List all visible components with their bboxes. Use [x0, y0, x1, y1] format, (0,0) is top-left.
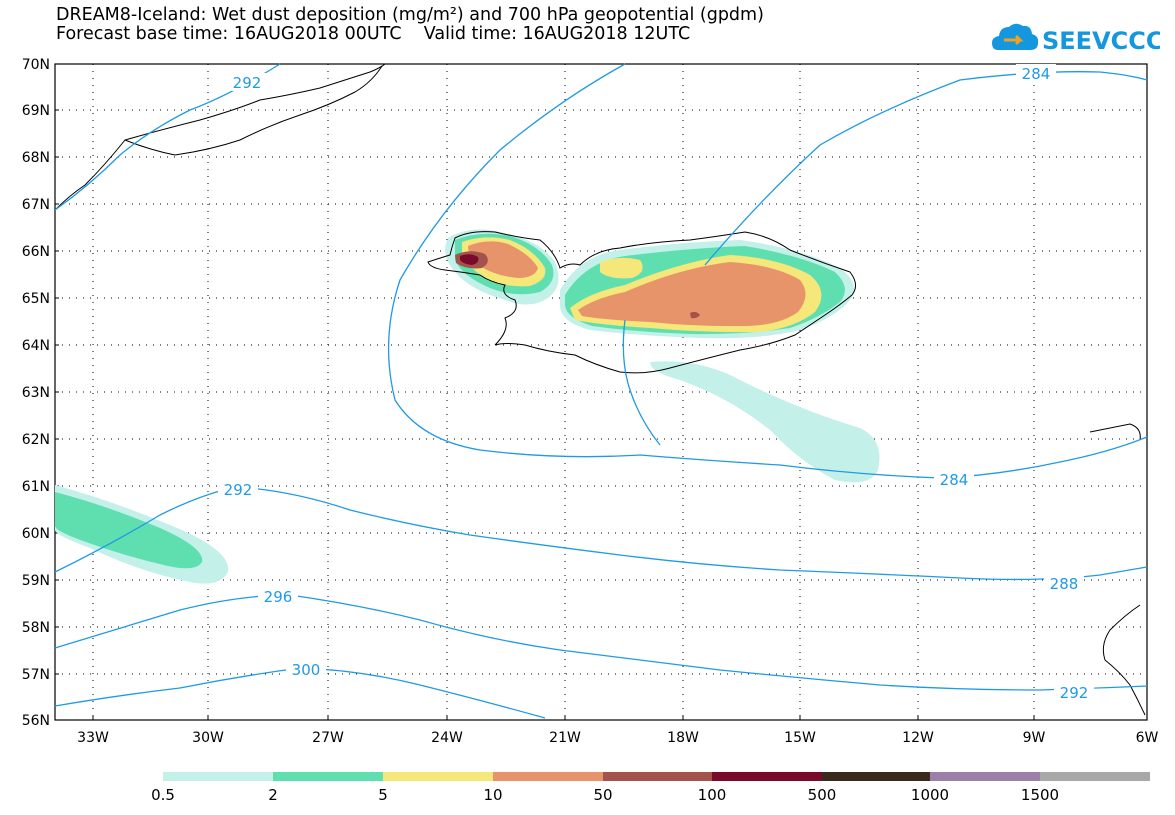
contour-label: 300: [292, 661, 321, 679]
lon-label: 12W: [902, 730, 934, 746]
lon-labels: 33W 30W 27W 24W 21W 18W 15W 12W 9W 6W: [77, 730, 1158, 746]
legend-swatch: [163, 772, 273, 781]
lat-label: 66N: [22, 244, 50, 260]
legend-label: 100: [698, 786, 727, 804]
deposition-area-10: [578, 262, 806, 327]
lat-label: 65N: [22, 291, 50, 307]
legend-swatch: [822, 772, 930, 781]
lat-label: 69N: [22, 103, 50, 119]
contour-label: 284: [1022, 65, 1051, 83]
legend-label: 1000: [911, 786, 949, 804]
lat-label: 62N: [22, 432, 50, 448]
lat-label: 64N: [22, 338, 50, 354]
legend-labels: 0.5 2 5 10 50 100 500 1000 1500: [151, 786, 1059, 804]
legend-label: 50: [593, 786, 612, 804]
iceland-coastline: [427, 231, 856, 374]
lat-label: 70N: [22, 57, 50, 73]
deposition-area-0.5: [650, 361, 880, 483]
legend-label: 500: [808, 786, 837, 804]
legend-swatch: [1040, 772, 1150, 781]
lat-label: 58N: [22, 620, 50, 636]
contour-label: 288: [1050, 575, 1079, 593]
legend-label: 2: [268, 786, 278, 804]
lon-label: 33W: [77, 730, 109, 746]
deposition-shading: [55, 229, 880, 584]
lon-label: 27W: [312, 730, 344, 746]
cloud-icon: [992, 23, 1039, 50]
legend-label: 0.5: [151, 786, 175, 804]
lat-label: 56N: [22, 713, 50, 729]
faroe-coastline: [1089, 423, 1141, 441]
lat-label: 59N: [22, 573, 50, 589]
lat-label: 67N: [22, 197, 50, 213]
gridlines: [55, 64, 1147, 720]
lon-label: 15W: [784, 730, 816, 746]
deposition-area-5: [600, 257, 643, 279]
greenland-coastline: [54, 63, 386, 211]
lon-label: 30W: [192, 730, 224, 746]
legend-label: 5: [378, 786, 388, 804]
lat-label: 68N: [22, 150, 50, 166]
deposition-area-100: [460, 254, 479, 265]
contour-label: 292: [1060, 684, 1089, 702]
contour-296: [54, 594, 1148, 691]
lat-label: 57N: [22, 667, 50, 683]
contour-label: 296: [264, 588, 293, 606]
legend-swatch: [273, 772, 383, 781]
logo-text: SEEVCCC: [1042, 27, 1160, 55]
contour-label-group: 292 284 292 284 288 296 292 300: [218, 64, 1094, 702]
contour-284-south: [622, 319, 661, 446]
contour-292-mid: [54, 486, 1148, 581]
legend-swatch: [383, 772, 493, 781]
legend-swatches: [163, 772, 1150, 781]
contour-label: 292: [233, 74, 262, 92]
axis-ticks: [55, 63, 1035, 720]
lon-label: 24W: [431, 730, 463, 746]
lon-label: 21W: [549, 730, 581, 746]
contour-label: 284: [940, 471, 969, 489]
scotland-coastline: [1102, 604, 1146, 716]
deposition-area-50: [690, 311, 700, 319]
coastlines: [54, 63, 1146, 716]
lat-labels: 70N 69N 68N 67N 66N 65N 64N 63N 62N 61N …: [22, 57, 50, 729]
greenland-coastline-inner: [124, 65, 383, 156]
lat-label: 63N: [22, 385, 50, 401]
legend-swatch: [493, 772, 603, 781]
lon-label: 9W: [1023, 730, 1046, 746]
lon-label: 18W: [667, 730, 699, 746]
lat-label: 61N: [22, 479, 50, 495]
legend-label: 10: [483, 786, 502, 804]
seevccc-logo: SEEVCCC: [992, 23, 1160, 55]
contour-label: 292: [224, 481, 253, 499]
lon-label: 6W: [1136, 730, 1159, 746]
legend-swatch: [930, 772, 1040, 781]
map-subtitle: Forecast base time: 16AUG2018 00UTC Vali…: [56, 24, 691, 44]
lat-label: 60N: [22, 526, 50, 542]
deposition-area-2: [55, 492, 203, 569]
legend-swatch: [712, 772, 822, 781]
contour-284-central: [387, 63, 1148, 479]
legend-swatch: [603, 772, 712, 781]
deposition-area-10: [468, 241, 538, 278]
contour-284-east: [704, 71, 1148, 266]
map-title: DREAM8-Iceland: Wet dust deposition (mg/…: [56, 5, 764, 25]
legend-label: 1500: [1021, 786, 1059, 804]
